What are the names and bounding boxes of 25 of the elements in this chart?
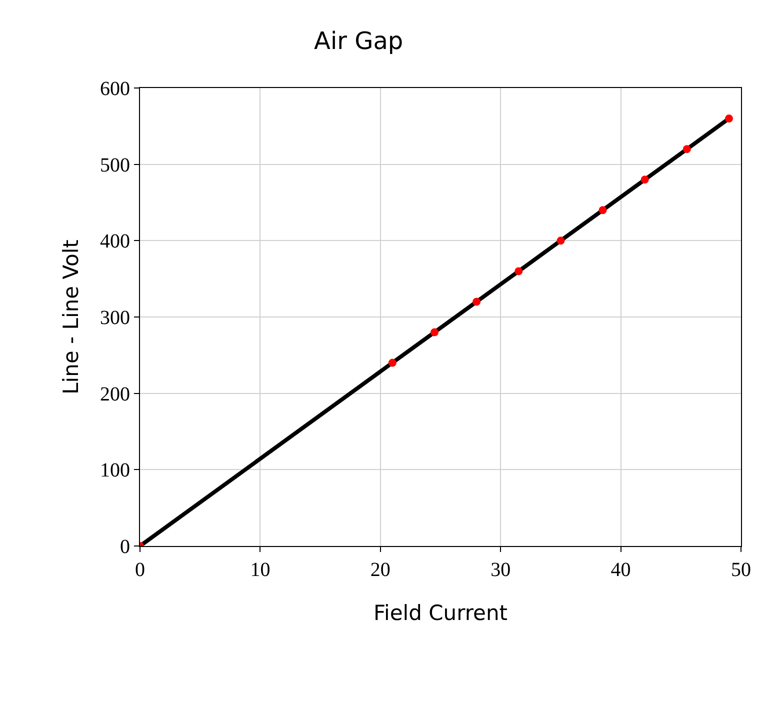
point xyxy=(388,358,396,367)
chart-title: Air Gap xyxy=(314,26,404,55)
point xyxy=(556,236,565,245)
point xyxy=(724,114,733,123)
x-tick-label: 50 xyxy=(731,559,751,581)
point xyxy=(640,176,649,184)
x-tick-label: 20 xyxy=(370,559,390,581)
point xyxy=(472,298,481,306)
x-tick-label: 10 xyxy=(250,559,270,581)
x-tick-label: 30 xyxy=(490,559,511,581)
point xyxy=(430,328,438,336)
point xyxy=(682,145,691,154)
x-tick-label: 0 xyxy=(135,559,145,581)
y-axis-title: Line - Line Volt xyxy=(59,240,84,394)
y-tick-label: 600 xyxy=(100,78,130,100)
y-tick-label: 0 xyxy=(120,536,130,558)
y-tick-label: 300 xyxy=(100,307,130,329)
x-axis-title: Field Current xyxy=(373,601,508,626)
y-tick-label: 200 xyxy=(100,383,130,406)
point xyxy=(514,267,523,276)
y-tick-label: 400 xyxy=(100,230,130,253)
x-tick-label: 40 xyxy=(610,559,631,581)
point xyxy=(598,206,607,214)
y-tick-label: 100 xyxy=(100,460,130,482)
y-tick-label: 500 xyxy=(100,154,130,176)
